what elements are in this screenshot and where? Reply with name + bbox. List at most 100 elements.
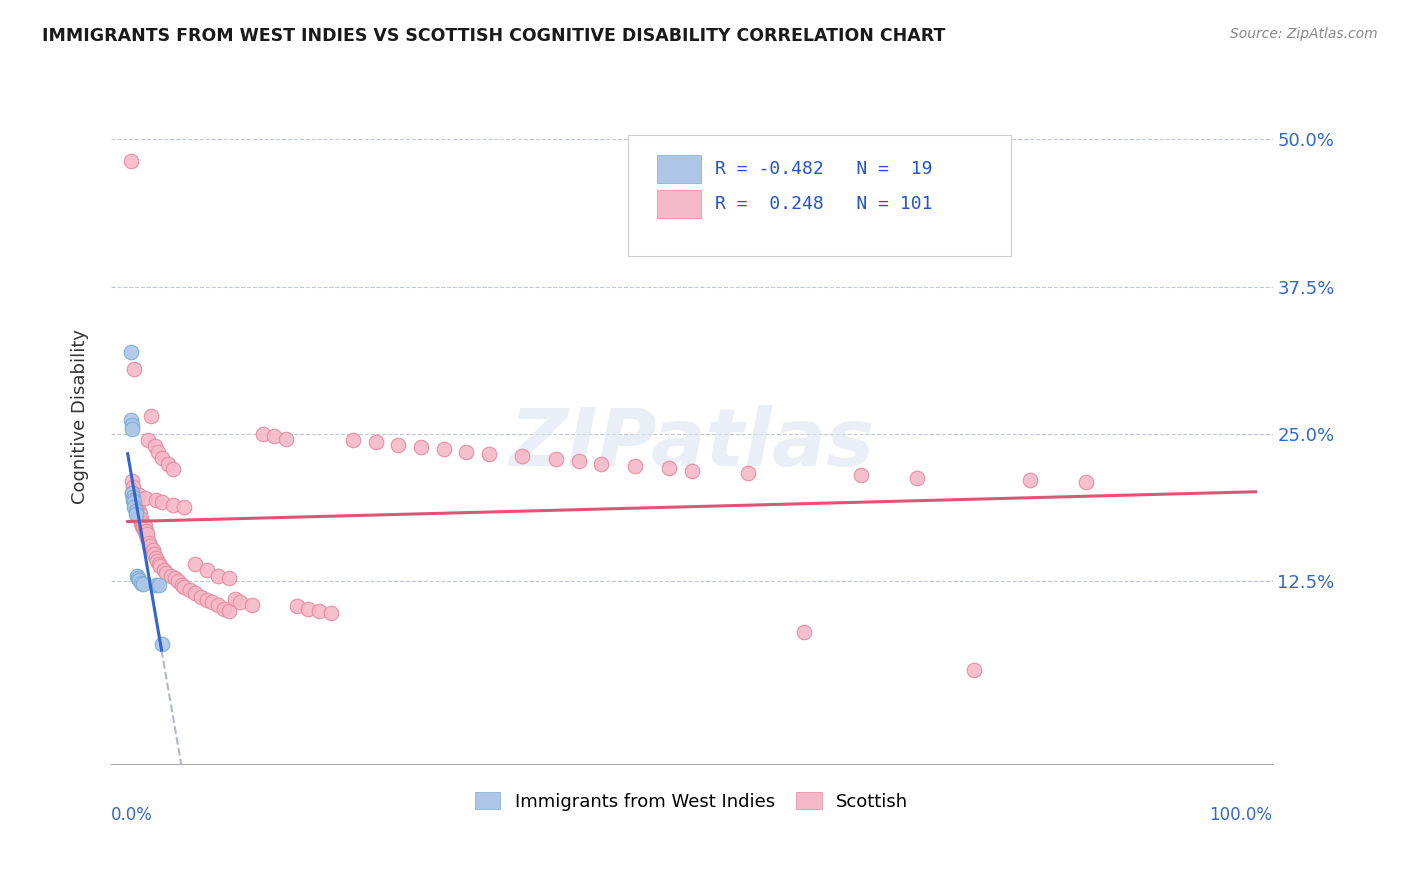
Point xyxy=(141,542,163,557)
Point xyxy=(121,486,143,500)
Point xyxy=(127,571,149,585)
Point xyxy=(129,516,152,530)
Point xyxy=(128,488,150,502)
Point xyxy=(849,468,872,483)
Point xyxy=(1076,475,1098,490)
Point xyxy=(132,519,155,533)
Point xyxy=(124,362,146,376)
Point xyxy=(124,500,146,515)
Point xyxy=(624,458,647,473)
Point xyxy=(207,598,229,612)
Point xyxy=(149,559,172,574)
Point xyxy=(342,433,364,447)
Point xyxy=(364,435,387,450)
Point xyxy=(124,500,146,515)
Legend: Immigrants from West Indies, Scottish: Immigrants from West Indies, Scottish xyxy=(468,785,915,818)
Point xyxy=(129,575,152,590)
Point xyxy=(124,498,146,512)
Point xyxy=(121,417,143,432)
Point xyxy=(139,539,162,553)
Point xyxy=(146,554,169,568)
Point xyxy=(157,457,180,471)
Bar xyxy=(657,155,702,184)
Point xyxy=(218,571,240,585)
Point xyxy=(134,491,156,505)
Point xyxy=(454,444,477,458)
Point xyxy=(1019,473,1042,487)
Point xyxy=(165,571,187,585)
Point xyxy=(135,524,157,538)
Point xyxy=(122,486,145,500)
Text: R = -0.482   N =  19: R = -0.482 N = 19 xyxy=(714,161,932,178)
Text: Source: ZipAtlas.com: Source: ZipAtlas.com xyxy=(1230,27,1378,41)
Point xyxy=(263,429,285,443)
Point xyxy=(135,531,157,545)
Point xyxy=(145,578,167,592)
Point xyxy=(121,486,143,500)
Point xyxy=(132,577,155,591)
Point xyxy=(658,461,681,475)
Point xyxy=(120,153,142,168)
Point xyxy=(240,598,263,612)
Point xyxy=(201,594,224,608)
Point xyxy=(121,422,143,436)
Point xyxy=(274,432,297,446)
Point xyxy=(591,457,613,471)
Point xyxy=(546,451,568,466)
Point xyxy=(152,563,174,577)
Point xyxy=(121,475,143,489)
Point xyxy=(125,502,148,516)
Point xyxy=(478,447,501,461)
Point xyxy=(131,519,153,533)
Point xyxy=(229,594,252,608)
Point xyxy=(129,512,152,526)
Point xyxy=(122,480,145,494)
FancyBboxPatch shape xyxy=(627,135,1011,256)
Point xyxy=(170,578,193,592)
Point xyxy=(173,581,195,595)
Point xyxy=(159,568,181,582)
Point xyxy=(142,547,165,561)
Point xyxy=(135,527,157,541)
Point xyxy=(124,508,146,522)
Point xyxy=(131,516,153,530)
Text: 100.0%: 100.0% xyxy=(1209,806,1272,824)
Point xyxy=(132,521,155,535)
Text: ZIPatlas: ZIPatlas xyxy=(509,405,875,483)
Point xyxy=(162,498,184,512)
Text: R =  0.248   N = 101: R = 0.248 N = 101 xyxy=(714,195,932,213)
Point xyxy=(122,493,145,508)
Point xyxy=(143,439,166,453)
Point xyxy=(167,574,190,589)
Point xyxy=(148,557,170,571)
Point xyxy=(409,440,432,454)
Point xyxy=(190,590,212,604)
Point xyxy=(145,493,167,508)
Point xyxy=(128,509,150,524)
Point xyxy=(387,438,409,452)
Point xyxy=(135,527,157,541)
Point xyxy=(134,519,156,533)
Point xyxy=(148,578,170,592)
Bar xyxy=(657,190,702,219)
Point xyxy=(150,637,173,651)
Point xyxy=(141,409,163,424)
Point xyxy=(285,599,308,614)
Point xyxy=(125,495,148,509)
Point xyxy=(136,433,159,447)
Point xyxy=(145,550,167,565)
Y-axis label: Cognitive Disability: Cognitive Disability xyxy=(72,329,89,504)
Point xyxy=(155,566,177,581)
Point xyxy=(793,625,815,640)
Point xyxy=(224,592,246,607)
Point xyxy=(122,490,145,504)
Point xyxy=(218,604,240,618)
Point xyxy=(120,413,142,427)
Text: IMMIGRANTS FROM WEST INDIES VS SCOTTISH COGNITIVE DISABILITY CORRELATION CHART: IMMIGRANTS FROM WEST INDIES VS SCOTTISH … xyxy=(42,27,946,45)
Point xyxy=(146,444,169,458)
Point xyxy=(150,495,173,509)
Point xyxy=(150,450,173,465)
Point xyxy=(128,574,150,588)
Point xyxy=(737,466,759,480)
Point xyxy=(124,504,146,518)
